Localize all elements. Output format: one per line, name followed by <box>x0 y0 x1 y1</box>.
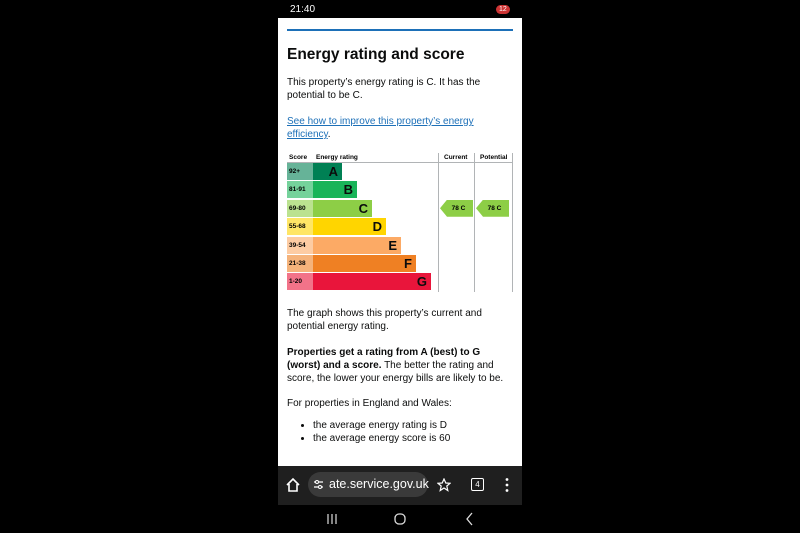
band-bar: B <box>313 181 357 199</box>
bullet: the average energy rating is D <box>313 419 515 432</box>
band-bar: D <box>313 218 386 236</box>
header-rating: Energy rating <box>316 154 358 161</box>
band-score: 69-80 <box>287 199 313 217</box>
band-bar: G <box>313 273 431 291</box>
url-bar[interactable]: ate.service.gov.uk <box>308 472 429 497</box>
back-button[interactable] <box>466 512 473 526</box>
graph-note: The graph shows this property’s current … <box>287 308 482 332</box>
band-score: 1-20 <box>287 273 313 291</box>
band-bar: E <box>313 236 401 254</box>
url: ate.service.gov.uk <box>329 477 429 491</box>
england-wales: For properties in England and Wales: <box>287 398 452 409</box>
band-bar: A <box>313 163 342 180</box>
battery: 12 <box>496 5 510 14</box>
current-rating: 78 C <box>440 199 473 217</box>
header-current: Current <box>444 154 468 161</box>
home-button[interactable] <box>285 477 301 493</box>
browser-bar: ate.service.gov.uk 4 <box>278 466 522 505</box>
rating-rest: The better the rating and score, the low… <box>287 360 504 384</box>
epc-chart: Score Energy rating Current Potential 92… <box>287 153 513 292</box>
header-score: Score <box>289 154 308 161</box>
band-score: 39-54 <box>287 236 313 254</box>
bullet-list: the average energy rating is D the avera… <box>287 419 515 445</box>
status-bar: 21:40 12 <box>278 0 522 18</box>
bullet: the average energy score is 60 <box>313 432 515 445</box>
header-potential: Potential <box>480 154 508 161</box>
menu-button[interactable] <box>504 477 510 493</box>
band-bar: C <box>313 199 372 217</box>
link-para: See how to improve this property’s energ… <box>287 115 515 141</box>
top-rule <box>287 29 513 31</box>
improve-link[interactable]: See how to improve this property’s energ… <box>287 116 474 140</box>
home-nav-button[interactable] <box>394 513 406 525</box>
tabs-button[interactable]: 4 <box>471 478 484 491</box>
band-score: 81-91 <box>287 181 313 199</box>
intro: This property’s energy rating is C. It h… <box>287 77 481 101</box>
heading: Energy rating and score <box>287 46 465 63</box>
nav-bar <box>327 512 473 526</box>
band-bar: F <box>313 255 416 272</box>
band-score: 92+ <box>287 163 313 180</box>
link-suffix: . <box>327 129 331 140</box>
band-score: 55-68 <box>287 218 313 236</box>
rating-para: Properties get a rating from A (best) to… <box>287 346 515 385</box>
web-content: Energy rating and score This property’s … <box>278 18 522 466</box>
recents-button[interactable] <box>327 514 337 524</box>
potential-rating: 78 C <box>476 199 509 217</box>
rating-bold: Properties get a rating from A (best) to… <box>287 347 481 371</box>
band-score: 21-38 <box>287 255 313 272</box>
bookmark-button[interactable] <box>437 478 451 492</box>
time: 21:40 <box>290 4 316 15</box>
